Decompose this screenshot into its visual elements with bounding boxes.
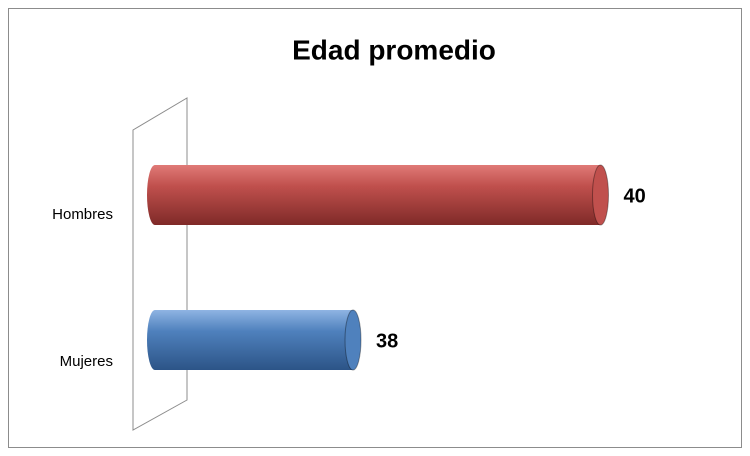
chart-title: Edad promedio	[292, 34, 496, 65]
bar	[147, 165, 601, 225]
category-label: Mujeres	[60, 353, 113, 370]
value-label: 38	[376, 330, 398, 352]
bar-cap	[344, 309, 362, 371]
bar-cap	[592, 164, 609, 226]
back-wall	[132, 97, 188, 431]
chart-border	[8, 8, 742, 448]
bar	[147, 310, 353, 370]
category-label: Hombres	[52, 206, 113, 223]
value-label: 40	[624, 185, 646, 207]
